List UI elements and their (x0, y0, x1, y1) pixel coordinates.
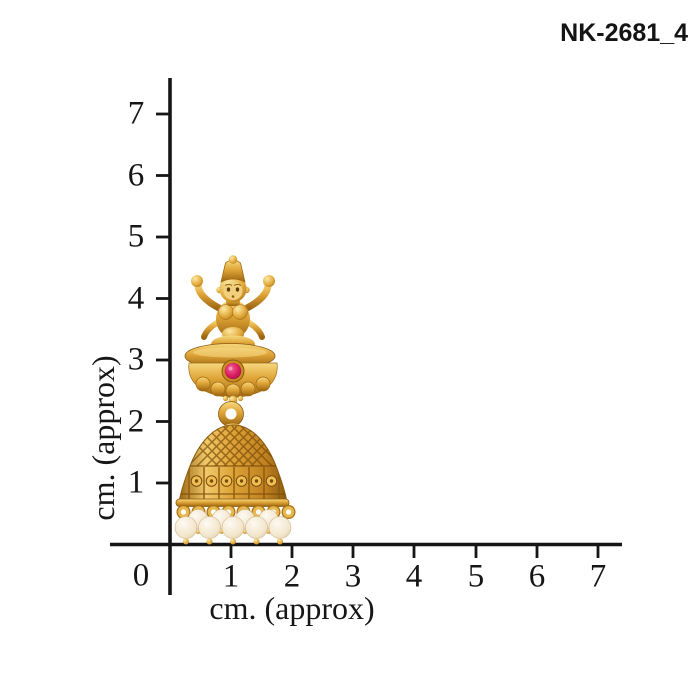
y-tick-label: 2 (127, 403, 145, 439)
y-tick-label: 1 (127, 464, 145, 501)
y-tick-label: 3 (127, 341, 145, 378)
product-code: NK-2681_4 (560, 19, 688, 47)
x-axis-title: cm. (approx) (209, 590, 375, 626)
lotus-base (184, 343, 278, 405)
x-tick-label: 7 (589, 558, 607, 595)
x-tick-label: 3 (344, 558, 362, 595)
x-tick-label: 1 (222, 558, 240, 595)
earring-photo (174, 255, 296, 545)
x-tick-label: 4 (405, 558, 423, 595)
y-tick-label: 7 (127, 95, 145, 132)
x-tick-label: 2 (283, 558, 301, 595)
y-axis-title: cm. (approx) (85, 355, 121, 521)
x-origin-label: 0 (132, 557, 150, 594)
deity-figure (191, 255, 275, 353)
bell-dome (175, 423, 296, 519)
x-tick-label: 6 (528, 558, 546, 595)
y-tick-label: 4 (127, 280, 145, 316)
y-axis (156, 78, 172, 595)
y-tick-label: 6 (127, 157, 145, 193)
pearl-drops (174, 509, 292, 545)
gemstone (224, 362, 242, 380)
y-tick-label: 5 (127, 218, 145, 255)
suspension-ring (218, 401, 244, 427)
x-axis (110, 542, 622, 558)
x-tick-label: 5 (467, 558, 485, 595)
